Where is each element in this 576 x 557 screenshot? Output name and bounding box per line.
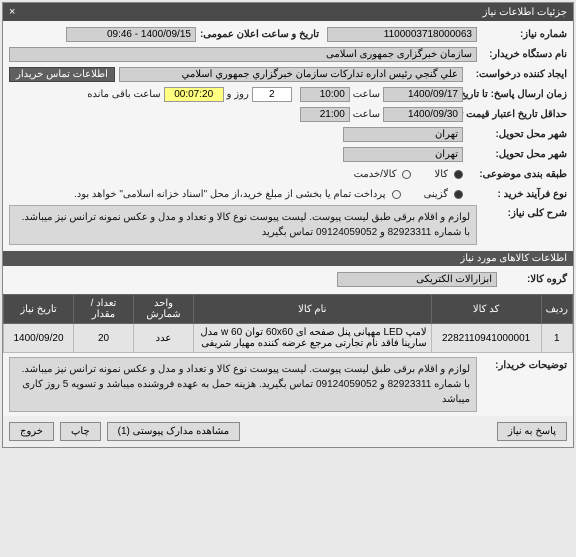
checkbox-payment[interactable]: [392, 190, 401, 199]
requester-label: ایجاد کننده درخواست:: [467, 69, 567, 80]
response-time-sublabel: ساعت: [353, 89, 380, 100]
th-date: تاریخ نیاز: [4, 295, 74, 324]
group-label: گروه کالا:: [501, 274, 567, 285]
section-goods-header: اطلاعات کالاهای مورد نیاز: [3, 251, 573, 266]
th-qty: تعداد / مقدار: [74, 295, 134, 324]
city-need-label: شهر محل تحویل:: [467, 129, 567, 140]
th-code: کد کالا: [431, 295, 541, 324]
requester-value: علي گنجي رئيس اداره تدارکات سازمان خبرگز…: [119, 67, 463, 82]
response-remain-label: ساعت باقی مانده: [87, 89, 160, 100]
city-deliver-value: تهران: [343, 147, 463, 162]
response-time-value: 10:00: [300, 87, 350, 102]
response-remain-value: 00:07:20: [164, 87, 224, 102]
buyer-name-value: سازمان خبرگزاری جمهوری اسلامی: [9, 47, 477, 62]
close-icon[interactable]: ×: [9, 6, 15, 18]
validity-date-value: 1400/09/30: [383, 107, 463, 122]
need-number-value: 1100003718000063: [327, 27, 477, 42]
group-value: ابزارالات الکتریکی: [337, 272, 497, 287]
need-number-label: شماره نیاز:: [481, 29, 567, 40]
table-row[interactable]: 1 2282110941000001 لامپ LED مهپانی پنل ص…: [4, 324, 573, 353]
buyer-notes-label: توضیحات خریدار:: [481, 357, 567, 371]
validity-label: حداقل تاریخ اعتبار قیمت تا تاریخ:: [467, 109, 567, 120]
print-button[interactable]: چاپ: [60, 422, 101, 441]
purchase-type-label: نوع فرآیند خرید :: [467, 189, 567, 200]
buyer-notes-text: لوازم و اقلام برقی طبق لیست پیوست. لیست …: [9, 357, 477, 412]
response-days-value: 2: [252, 87, 292, 102]
radio-kala-label: کالا: [434, 169, 448, 180]
main-window: جزئیات اطلاعات نیاز × شماره نیاز: 110000…: [2, 2, 574, 448]
attachments-button[interactable]: مشاهده مدارک پیوستی (1): [107, 422, 241, 441]
radio-kala[interactable]: [454, 170, 463, 179]
payment-note: پرداخت تمام یا بخشی از مبلغ خرید،از محل …: [74, 189, 386, 200]
goods-table: ردیف کد کالا نام کالا واحد شمارش تعداد /…: [3, 294, 573, 353]
radio-gozini-label: گزینی: [424, 189, 448, 200]
th-unit: واحد شمارش: [134, 295, 194, 324]
window-title: جزئیات اطلاعات نیاز: [483, 7, 567, 18]
cell-date: 1400/09/20: [4, 324, 74, 353]
general-desc-label: شرح کلی نیاز:: [481, 205, 567, 219]
classification-label: طبقه بندی موضوعی:: [467, 169, 567, 180]
validity-time-label: ساعت: [353, 109, 380, 120]
cell-code: 2282110941000001: [431, 324, 541, 353]
th-name: نام کالا: [194, 295, 432, 324]
response-date-value: 1400/09/17: [383, 87, 463, 102]
announce-label: تاریخ و ساعت اعلان عمومی:: [200, 29, 319, 40]
general-desc-text: لوازم و اقلام برقی طبق لیست پیوست. لیست …: [9, 205, 477, 245]
footer-bar: پاسخ به نیاز مشاهده مدارک پیوستی (1) چاپ…: [3, 416, 573, 447]
response-days-label: روز و: [227, 89, 249, 100]
th-row: ردیف: [541, 295, 572, 324]
radio-kala-khedmat-label: کالا/خدمت: [354, 169, 397, 180]
announce-value: 1400/09/15 - 09:46: [66, 27, 196, 42]
cell-qty: 20: [74, 324, 134, 353]
table-header-row: ردیف کد کالا نام کالا واحد شمارش تعداد /…: [4, 295, 573, 324]
city-need-value: تهران: [343, 127, 463, 142]
buyer-name-label: نام دستگاه خریدار:: [481, 49, 567, 60]
radio-gozini[interactable]: [454, 190, 463, 199]
response-time-label: زمان ارسال پاسخ: تا تاریخ:: [467, 89, 567, 100]
city-deliver-label: شهر محل تحویل:: [467, 149, 567, 160]
respond-button[interactable]: پاسخ به نیاز: [497, 422, 567, 441]
cell-rownum: 1: [541, 324, 572, 353]
cell-name: لامپ LED مهپانی پنل صفحه ای 60x60 توان w…: [194, 324, 432, 353]
radio-kala-khedmat[interactable]: [402, 170, 411, 179]
exit-button[interactable]: خروج: [9, 422, 54, 441]
validity-time-value: 21:00: [300, 107, 350, 122]
form-area: شماره نیاز: 1100003718000063 تاریخ و ساع…: [3, 21, 573, 251]
contact-info-button[interactable]: اطلاعات تماس خریدار: [9, 67, 115, 82]
cell-unit: عدد: [134, 324, 194, 353]
titlebar: جزئیات اطلاعات نیاز ×: [3, 3, 573, 21]
